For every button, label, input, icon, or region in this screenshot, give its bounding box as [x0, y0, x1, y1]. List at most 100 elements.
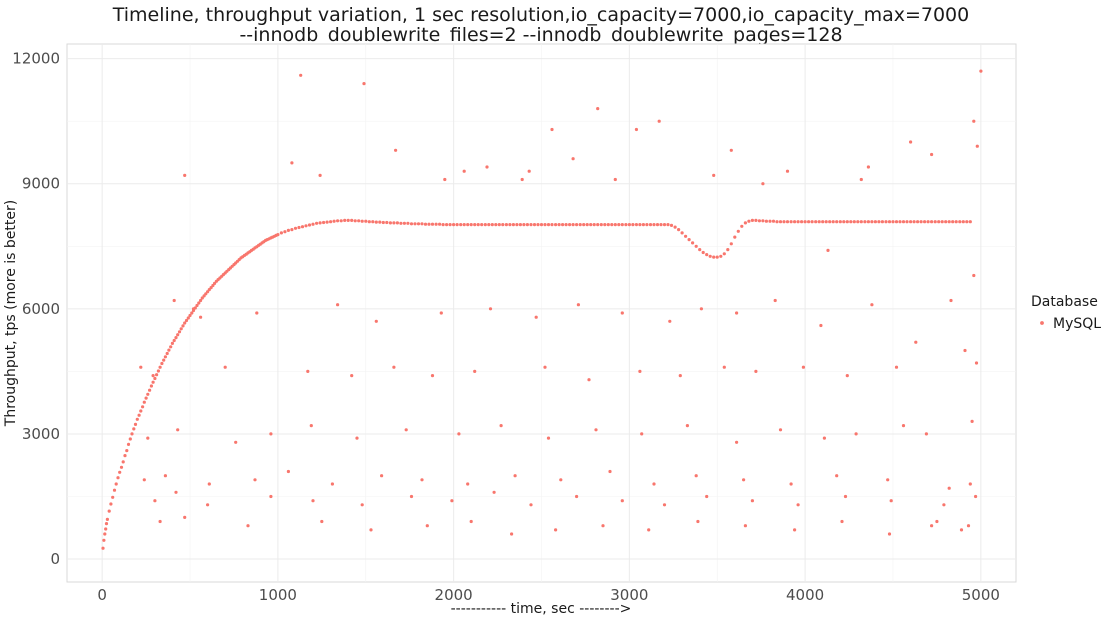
- data-point: [137, 413, 141, 417]
- data-point: [146, 436, 150, 440]
- data-point: [529, 503, 533, 507]
- y-tick-label: 0: [50, 550, 60, 568]
- data-point: [842, 220, 846, 224]
- data-point: [666, 223, 670, 227]
- data-point: [800, 220, 804, 224]
- data-point: [543, 365, 547, 369]
- data-point: [255, 311, 259, 315]
- data-point: [438, 222, 442, 226]
- y-axis-title: Throughput, tps (more is better): [3, 200, 19, 427]
- data-point: [575, 223, 579, 227]
- data-point: [320, 519, 324, 524]
- data-point: [434, 222, 438, 226]
- data-point: [499, 424, 503, 428]
- data-point: [388, 221, 392, 225]
- data-point: [785, 169, 790, 173]
- data-point: [130, 432, 134, 436]
- data-point: [423, 222, 428, 226]
- data-point: [877, 220, 881, 224]
- data-point: [974, 494, 978, 499]
- data-point: [701, 250, 705, 255]
- data-point: [483, 223, 487, 227]
- data-point: [430, 374, 435, 378]
- data-point: [722, 252, 726, 256]
- data-point: [754, 218, 758, 222]
- data-point: [112, 488, 117, 492]
- data-point: [974, 361, 979, 365]
- data-point: [582, 223, 586, 227]
- data-point: [107, 509, 111, 513]
- data-point: [158, 519, 162, 524]
- data-point: [381, 220, 385, 225]
- data-point: [901, 424, 906, 428]
- data-point: [353, 219, 357, 223]
- data-point: [568, 223, 572, 227]
- data-point: [522, 223, 526, 227]
- data-point: [854, 432, 858, 436]
- data-point: [529, 223, 533, 227]
- data-point: [887, 532, 892, 536]
- data-point: [480, 223, 484, 227]
- data-point: [898, 220, 902, 224]
- x-tick-label: 0: [97, 586, 107, 604]
- data-point: [785, 220, 790, 224]
- data-point: [719, 254, 723, 258]
- data-point: [669, 223, 674, 227]
- data-point: [761, 182, 765, 186]
- data-point: [886, 478, 890, 482]
- data-point: [355, 436, 359, 440]
- data-point: [947, 486, 951, 490]
- data-point: [594, 428, 598, 432]
- data-point: [638, 369, 642, 373]
- data-point: [307, 223, 312, 227]
- data-point: [930, 220, 934, 224]
- data-point: [128, 437, 132, 441]
- data-point: [845, 220, 849, 224]
- legend-key-mysql: [1040, 321, 1044, 325]
- data-point: [554, 528, 558, 532]
- data-point: [617, 223, 621, 227]
- data-point: [469, 519, 473, 524]
- data-point: [648, 223, 653, 227]
- data-point: [691, 241, 695, 245]
- data-point: [699, 307, 704, 311]
- data-point: [492, 490, 496, 494]
- data-point: [485, 165, 489, 169]
- data-point: [712, 173, 716, 177]
- data-point: [677, 228, 681, 232]
- data-point: [362, 82, 366, 86]
- data-point: [592, 223, 596, 227]
- data-point: [455, 223, 459, 227]
- data-point: [306, 369, 310, 373]
- data-point: [174, 336, 178, 340]
- data-point: [926, 220, 930, 224]
- data-point: [757, 219, 762, 223]
- data-point: [101, 546, 105, 550]
- data-point: [810, 220, 814, 224]
- data-point: [972, 273, 976, 278]
- data-point: [123, 454, 127, 458]
- data-point: [845, 374, 849, 378]
- data-point: [148, 388, 152, 392]
- data-point: [183, 515, 187, 520]
- data-point: [949, 298, 953, 303]
- data-point: [378, 220, 382, 224]
- data-point: [793, 528, 797, 532]
- data-point: [712, 255, 716, 259]
- data-point: [814, 220, 818, 224]
- x-tick-label: 2000: [435, 586, 473, 604]
- data-point: [430, 222, 435, 226]
- data-point: [634, 223, 639, 227]
- data-point: [160, 361, 164, 366]
- data-point: [796, 503, 800, 507]
- data-point: [374, 220, 378, 224]
- data-point: [589, 223, 593, 227]
- data-point: [747, 219, 751, 223]
- data-point: [935, 519, 939, 524]
- data-point: [740, 224, 744, 228]
- data-point: [300, 225, 305, 229]
- data-point: [207, 482, 211, 486]
- data-point: [392, 365, 396, 369]
- data-point: [613, 223, 617, 227]
- data-point: [290, 228, 294, 232]
